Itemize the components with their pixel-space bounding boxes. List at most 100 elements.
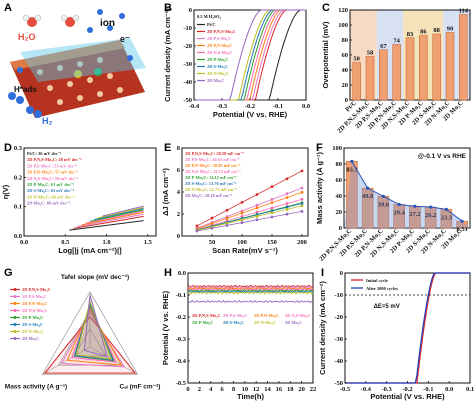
stability-trace — [187, 285, 314, 289]
legend-label: 2D S-Mo₂C: 63 mV dec⁻¹ — [27, 188, 75, 193]
cycle-curve — [345, 272, 470, 384]
y-tick-label: 20 — [342, 82, 349, 89]
bar-value-label: 58 — [367, 50, 374, 57]
plot-frame — [23, 147, 157, 237]
fit-line — [196, 203, 303, 231]
trend-point — [429, 205, 433, 209]
y-tick-label: -50 — [183, 97, 192, 104]
y-axis-label: Mass activity (A g⁻¹) — [315, 151, 324, 224]
data-point — [285, 202, 289, 205]
proton-spheres — [17, 9, 133, 73]
y-tick-label: 0 — [340, 270, 343, 277]
x-tick-label: -0.5 — [340, 386, 351, 393]
legend-label: 2D N-Mo₂C: 64 mV dec⁻¹ — [27, 194, 75, 199]
panel-label-g: G — [4, 267, 13, 279]
bar-value-label: 74 — [393, 38, 400, 45]
y-tick-label: -40 — [334, 358, 343, 365]
y-tick-label: -0.5 — [176, 380, 187, 387]
h2o-label: H₂O — [18, 32, 36, 42]
schematic-illustration: H₂O ion e⁻ H*ads H₂ — [8, 9, 146, 126]
legend-label: 2D P,N,S-Mo₂C — [207, 29, 236, 34]
legend-label: 2D P,N,S-Mo₂C — [22, 287, 51, 292]
x-tick-label: 10 — [242, 386, 249, 393]
y-tick-label: -30 — [334, 336, 343, 343]
y-tick-label: 0.1 — [14, 204, 22, 211]
y-tick-label: -10 — [334, 292, 343, 299]
legend-label: 2D P,N-Mo₂C — [207, 43, 232, 48]
data-point — [300, 169, 304, 173]
y-tick-label: -50 — [334, 380, 343, 387]
ion-label: ion — [100, 18, 115, 29]
data-point — [255, 210, 259, 214]
x-tick-label: -0.4 — [189, 103, 200, 110]
data-point — [225, 208, 229, 212]
data-point — [210, 216, 214, 220]
trend-point — [413, 204, 417, 208]
panel-e: E 2D P,N,S-Mo₂C: 28.58 mF cm⁻² 2D P,S-Mo₂… — [160, 140, 312, 260]
overpotential-bar — [405, 37, 415, 101]
bar-value-label: 83.3 — [346, 166, 358, 173]
x-tick-label: 14 — [264, 386, 271, 393]
legend-label: 2D Mo₂C — [207, 78, 224, 83]
legend-label: 2D P,N,S-Mo₂C — [192, 313, 221, 318]
data-point — [270, 206, 274, 210]
y-axis-label: Potential (V vs. RHE) — [161, 290, 170, 365]
y-axis-label: Current density (mA cm⁻²) — [163, 8, 172, 102]
panel-g: G Tafel slope (mV dec⁻¹) Mass activity (A… — [0, 265, 160, 413]
panel-d: D Pt/C: 36 mV dec⁻¹ 2D P,N,S-Mo₂C: 48 mV … — [0, 140, 160, 260]
data-point — [300, 210, 304, 213]
data-point — [285, 192, 289, 196]
x-axis-label: Potential (V vs. RHE) — [370, 392, 445, 401]
tafel-line — [77, 213, 144, 228]
data-point — [285, 205, 289, 209]
y-tick-label: 100 — [338, 22, 348, 29]
panel-h: H 2D P,N,S-Mo₂C 2D P,S-Mo₂C 2D P,N-Mo₂C 2D … — [160, 265, 317, 413]
trend-point — [381, 194, 385, 198]
stability-chart: 2D P,N,S-Mo₂C 2D P,S-Mo₂C 2D P,N-Mo₂C 2D N,… — [161, 270, 316, 401]
electrolyte-annotation: 0.5 M H₂SO₄ — [197, 14, 221, 19]
tafel-line — [94, 207, 144, 221]
tafel-line — [98, 207, 144, 219]
panel-label-a: A — [4, 2, 12, 14]
legend-marker — [13, 337, 17, 340]
data-point — [240, 221, 244, 225]
trend-point — [366, 186, 370, 190]
legend-label: Pt/C — [207, 22, 216, 27]
x-tick-label: 18 — [287, 386, 294, 393]
data-point — [270, 211, 274, 215]
legend-label: Initial cycle — [366, 278, 388, 283]
overpotential-bar — [379, 49, 388, 101]
y-tick-label: 40 — [336, 193, 343, 200]
data-point — [195, 229, 199, 233]
y-tick-label: -20 — [183, 43, 192, 50]
legend-label: 2D N,S-Mo₂C — [22, 308, 47, 313]
legend-label: 2D P,N-Mo₂C — [22, 301, 47, 306]
data-point — [255, 218, 259, 222]
x-axis-label: Potential (V vs. RHE) — [213, 110, 288, 119]
legend-label: 2D N-Mo₂C — [254, 320, 276, 325]
x-tick-label: 1.0 — [102, 239, 110, 246]
legend-label: Pt/C: 36 mV dec⁻¹ — [27, 151, 62, 156]
tafel-line — [69, 220, 144, 231]
panel-c: C 50 Pt/C 58 2D P,N,S-Mo₂C 67 2D P,S-Mo₂C 74 2D… — [318, 0, 474, 140]
x-tick-label: 0.0 — [302, 103, 310, 110]
legend-label: 2D P,S-Mo₂C: 53 mV dec⁻¹ — [27, 163, 78, 168]
tafel-line — [89, 209, 144, 222]
data-point — [195, 224, 199, 228]
y-axis-label: Current density (mA cm⁻²) — [318, 281, 327, 375]
x-axis-label: Log[|j (mA cm⁻²)|] — [58, 246, 122, 255]
legend-label: 2D P,S-Mo₂C — [223, 313, 248, 318]
legend-label: 2D P-Mo₂C — [207, 57, 228, 62]
panel-label-i: I — [321, 267, 325, 279]
data-point — [255, 214, 259, 218]
panel-label-f: F — [316, 142, 323, 154]
legend-label: 2D P,S-Mo₂C: 20.83 mF cm⁻² — [185, 157, 240, 162]
x-tick-label: 20 — [298, 386, 305, 393]
legend-label: 2D N,S-Mo₂C — [285, 313, 310, 318]
trend-point — [460, 219, 464, 223]
data-point — [270, 201, 274, 205]
data-point — [270, 215, 274, 219]
x-tick-label: 150 — [267, 239, 277, 246]
stability-trace — [188, 284, 314, 288]
